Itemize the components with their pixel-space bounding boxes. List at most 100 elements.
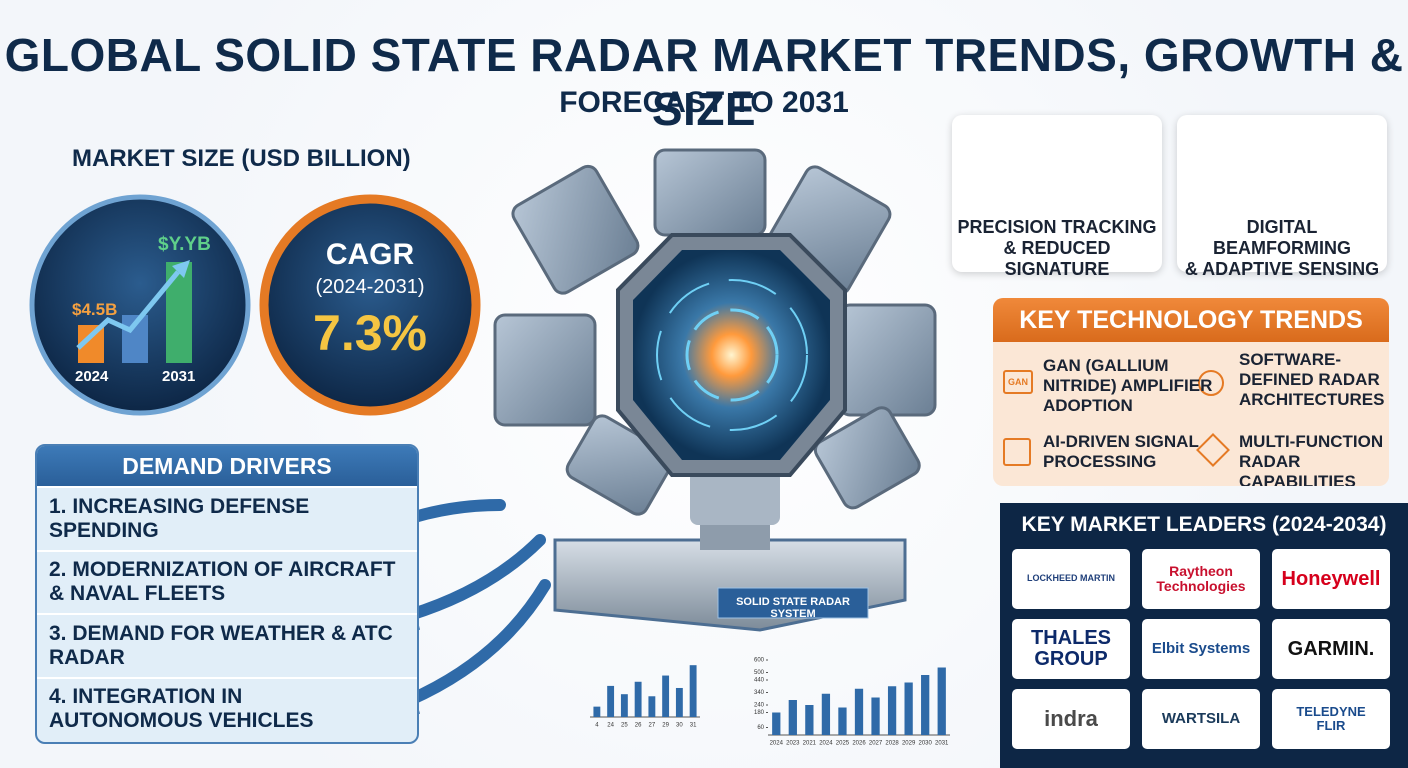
logo: WARTSILA	[1142, 689, 1260, 749]
market-leaders: KEY MARKET LEADERS (2024-2034) LOCKHEED …	[1000, 503, 1408, 768]
logo-text: WARTSILA	[1161, 710, 1241, 728]
technology-trends: KEY TECHNOLOGY TRENDS GAN GAN (GALLIUM NI…	[993, 298, 1389, 486]
trend-text: NITRIDE) AMPLIFIER	[1043, 376, 1213, 395]
trend-text: RADAR CAPABILITIES	[1239, 452, 1356, 486]
bar	[937, 667, 946, 735]
feature-text: PRECISION TRACKING	[957, 217, 1157, 237]
market-circle	[29, 194, 251, 416]
cagr-period: (2024-2031)	[315, 276, 425, 298]
bar	[805, 705, 814, 735]
trend-item: AI-DRIVEN SIGNAL PROCESSING	[1043, 432, 1199, 472]
logo-text: LOCKHEED MARTIN	[1027, 573, 1115, 584]
driver-item: 1. INCREASING DEFENSE SPENDING	[37, 486, 417, 550]
logo: THALES GROUP	[1012, 619, 1130, 679]
trend-text: ARCHITECTURES	[1239, 390, 1385, 409]
bar	[854, 688, 864, 735]
demand-drivers-title: DEMAND DRIVERS	[37, 446, 417, 486]
y-tick-label: 180	[754, 710, 765, 716]
demand-drivers: DEMAND DRIVERS 1. INCREASING DEFENSE SPE…	[35, 444, 419, 744]
gan-icon: GAN	[1003, 370, 1033, 394]
driver-item: 4. INTEGRATION IN AUTONOMOUS VEHICLES	[37, 676, 417, 741]
bar	[607, 685, 615, 717]
y-tick-label: 440	[754, 678, 765, 684]
bar-decor	[166, 262, 192, 363]
feature-card: PRECISION TRACKING & REDUCED SIGNATURE	[952, 115, 1162, 279]
x-tick-label: 4	[595, 723, 599, 729]
x-tick-label: 2029	[902, 741, 916, 747]
logo-text: THALES	[1031, 627, 1111, 649]
x-tick-label: 2021	[803, 741, 817, 747]
bar	[838, 707, 847, 735]
x-tick-label: 26	[635, 723, 642, 729]
end-value: $Y.YB	[158, 234, 211, 255]
logo: LOCKHEED MARTIN	[1012, 549, 1130, 609]
cagr-title: CAGR	[325, 238, 415, 271]
feature-card: DIGITAL BEAMFORMING & ADAPTIVE SENSING	[1177, 115, 1387, 279]
y-tick-label: 240	[754, 703, 765, 709]
bar	[788, 700, 797, 735]
logo-text: Honeywell	[1281, 567, 1381, 590]
trend-item: SOFTWARE- DEFINED RADAR ARCHITECTURES	[1239, 350, 1384, 410]
trend-text: DEFINED RADAR	[1239, 370, 1380, 389]
logo-text: indra	[1044, 706, 1098, 732]
logo: Honeywell	[1272, 549, 1390, 609]
logo-text: TELEDYNE	[1296, 704, 1366, 720]
x-tick-label: 2024	[819, 741, 833, 747]
y-tick-label: 600	[754, 658, 765, 664]
tech-trends-title: KEY TECHNOLOGY TRENDS	[993, 298, 1389, 342]
logo: Raytheon Technologies	[1142, 549, 1260, 609]
logo-text: Technologies	[1156, 578, 1246, 594]
x-tick-label: 31	[690, 723, 697, 729]
cagr-value: 7.3%	[313, 305, 427, 361]
driver-text: 4. INTEGRATION IN	[49, 685, 243, 709]
y-tick-label: 500	[754, 670, 765, 676]
bar	[772, 712, 781, 735]
bar	[921, 675, 930, 735]
trend-item: GAN (GALLIUM NITRIDE) AMPLIFIER ADOPTION	[1043, 356, 1212, 416]
x-tick-label: 2030	[919, 741, 933, 747]
driver-arrows	[399, 499, 551, 706]
function-icon	[1196, 433, 1230, 467]
driver-text: 1. INCREASING DEFENSE SPENDING	[49, 494, 310, 542]
page-subtitle: FORECAST TO 2031	[559, 86, 849, 119]
x-tick-label: 29	[662, 723, 669, 729]
start-year: 2024	[75, 368, 109, 385]
logo: indra	[1012, 689, 1130, 749]
x-tick-label: 2028	[885, 741, 899, 747]
x-tick-label: 30	[676, 723, 683, 729]
arrow-head	[172, 260, 190, 278]
trend-text: ADOPTION	[1043, 396, 1133, 415]
logo-text: GROUP	[1034, 648, 1108, 670]
driver-text: & NAVAL FLEETS	[49, 582, 226, 606]
bar	[871, 697, 880, 735]
radar-illustration	[493, 148, 937, 632]
bar	[689, 665, 697, 717]
x-tick-label: 24	[607, 723, 614, 729]
page-title: GLOBAL SOLID STATE RADAR MARKET TRENDS, …	[4, 29, 1404, 135]
x-tick-label: 27	[649, 723, 656, 729]
start-value: $4.5B	[72, 300, 118, 319]
feature-text: & REDUCED SIGNATURE	[1003, 238, 1111, 279]
logo: GARMIN.	[1272, 619, 1390, 679]
x-tick-label: 2026	[852, 741, 866, 747]
bar	[675, 687, 683, 717]
trend-text: AI-DRIVEN SIGNAL	[1043, 432, 1199, 451]
bar	[904, 682, 913, 735]
trend-item: MULTI-FUNCTION RADAR CAPABILITIES	[1239, 432, 1389, 486]
bar	[662, 675, 670, 717]
x-tick-label: 2024	[770, 741, 784, 747]
chip-icon	[1003, 438, 1031, 466]
driver-text: AUTONOMOUS VEHICLES	[49, 709, 314, 733]
trend-arrow	[76, 270, 180, 350]
market-size-title: MARKET SIZE (USD BILLION)	[72, 145, 411, 172]
x-tick-label: 25	[621, 723, 628, 729]
x-tick-label: 2031	[935, 741, 949, 747]
driver-text: 3. DEMAND FOR WEATHER & ATC	[49, 621, 393, 645]
driver-text: RADAR	[49, 645, 125, 669]
cagr-circle	[259, 194, 481, 416]
logo: Elbit Systems	[1142, 619, 1260, 679]
driver-text: 2. MODERNIZATION OF AIRCRAFT	[49, 558, 396, 582]
logo-text: FLIR	[1316, 718, 1346, 733]
